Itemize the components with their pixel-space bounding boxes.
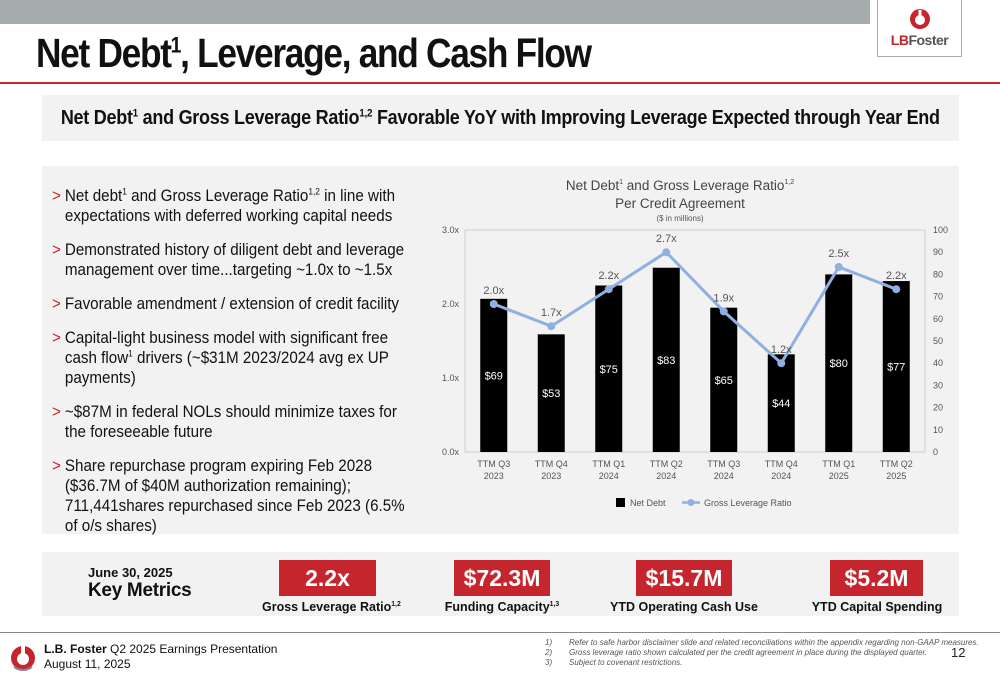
leverage-point — [719, 307, 728, 316]
right-axis-tick-label: 10 — [933, 425, 943, 435]
net-debt-bar — [825, 274, 853, 452]
leverage-data-label: 1.9x — [713, 292, 734, 304]
metrics-title: Key Metrics — [88, 580, 192, 601]
chart-subtitle: ($ in millions) — [656, 214, 703, 223]
chart-title: Net Debt1 and Gross Leverage Ratio1,2 — [566, 178, 794, 193]
footer-date: August 11, 2025 — [44, 657, 131, 671]
x-axis-tick-label: TTM Q1 2025 — [822, 459, 855, 481]
leverage-point — [834, 263, 843, 271]
right-axis-tick-label: 80 — [933, 269, 943, 279]
net-debt-data-label: $80 — [830, 358, 848, 370]
leverage-point — [547, 322, 556, 331]
page-number: 12 — [951, 645, 966, 660]
logo-mark-icon — [909, 9, 930, 29]
logo-text: LBFoster — [890, 32, 949, 48]
right-axis-tick-label: 60 — [933, 314, 943, 324]
net-debt-bar — [480, 298, 508, 452]
legend-net-debt-swatch — [616, 498, 625, 507]
legend-leverage-label: Gross Leverage Ratio — [704, 498, 792, 508]
net-debt-data-label: $75 — [600, 364, 618, 376]
net-debt-bar — [767, 354, 795, 452]
footnotes: 1) Refer to safe harbor disclaimer slide … — [545, 638, 979, 668]
metric-label-funding: Funding Capacity1,3 — [444, 600, 560, 614]
metric-label-leverage: Gross Leverage Ratio1,2 — [262, 600, 401, 614]
net-debt-data-label: $53 — [542, 388, 560, 400]
slide-subtitle: Net Debt1 and Gross Leverage Ratio1,2 Fa… — [61, 106, 940, 129]
leverage-point — [777, 359, 786, 368]
net-debt-bar — [537, 334, 565, 452]
net-debt-bar — [882, 281, 910, 452]
right-axis-tick-label: 50 — [933, 336, 943, 346]
net-debt-bar — [710, 307, 738, 452]
bullet-list: Net debt1 and Gross Leverage Ratio1,2 in… — [52, 186, 432, 550]
left-axis-tick-label: 2.0x — [442, 299, 460, 309]
chart-title-line2: Per Credit Agreement — [615, 196, 745, 211]
net-debt-data-label: $83 — [657, 355, 675, 367]
leverage-line — [493, 250, 897, 366]
metrics-date: June 30, 2025 — [88, 565, 173, 580]
metric-value-funding: $72.3M — [454, 560, 550, 596]
leverage-point — [892, 285, 901, 294]
footnote: 3) Subject to covenant restrictions. — [545, 658, 683, 667]
subtitle-band: Net Debt1 and Gross Leverage Ratio1,2 Fa… — [42, 95, 959, 141]
right-axis-tick-label: 40 — [933, 358, 943, 368]
left-axis-tick-label: 3.0x — [442, 225, 460, 235]
footer-company: L.B. Foster Q2 2025 Earnings Presentatio… — [44, 642, 278, 656]
leverage-point — [604, 285, 613, 294]
page-title: Net Debt1, Leverage, and Cash Flow — [36, 30, 592, 76]
bullet-item: Share repurchase program expiring Feb 20… — [52, 456, 420, 536]
top-bar — [0, 0, 870, 24]
x-axis-tick-label: TTM Q2 2024 — [650, 459, 683, 481]
metric-label-operating-cash: YTD Operating Cash Use — [610, 600, 758, 614]
net-debt-data-label: $44 — [772, 398, 790, 410]
leverage-data-label: 2.0x — [483, 285, 504, 297]
x-axis-tick-label: TTM Q4 2024 — [765, 459, 798, 481]
leverage-data-label: 1.2x — [771, 344, 792, 356]
leverage-point — [489, 300, 498, 308]
x-axis-tick-label: TTM Q2 2025 — [880, 459, 913, 481]
right-axis-tick-label: 70 — [933, 292, 943, 302]
title-divider — [0, 82, 1000, 84]
net-debt-bar — [595, 285, 623, 452]
bullet-item: ~$87M in federal NOLs should minimize ta… — [52, 402, 420, 442]
leverage-data-label: 2.2x — [886, 270, 907, 282]
bullet-item: Demonstrated history of diligent debt an… — [52, 240, 420, 280]
footer-logo-icon — [11, 644, 35, 671]
right-axis-tick-label: 0 — [933, 447, 938, 457]
legend-net-debt-label: Net Debt — [630, 498, 666, 508]
net-debt-data-label: $69 — [485, 370, 503, 382]
x-axis-tick-label: TTM Q4 2023 — [535, 459, 568, 481]
footnote: 2) Gross leverage ratio shown calculated … — [545, 648, 928, 657]
footnote: 1) Refer to safe harbor disclaimer slide … — [545, 638, 979, 647]
leverage-data-label: 2.7x — [656, 233, 677, 245]
x-axis-tick-label: TTM Q3 2024 — [707, 459, 740, 481]
right-axis-tick-label: 20 — [933, 403, 943, 413]
right-axis-tick-label: 100 — [933, 225, 948, 235]
bullet-item: Capital-light business model with signif… — [52, 328, 420, 388]
company-logo: LBFoster — [877, 0, 962, 57]
leverage-data-label: 1.7x — [541, 307, 562, 319]
net-debt-data-label: $65 — [715, 375, 733, 387]
x-axis-tick-label: TTM Q3 2023 — [477, 459, 510, 481]
net-debt-leverage-chart: Net Debt1 and Gross Leverage Ratio1,2 Pe… — [442, 178, 948, 508]
right-axis-tick-label: 90 — [933, 247, 943, 257]
leverage-data-label: 2.5x — [828, 248, 849, 260]
x-axis-tick-label: TTM Q1 2024 — [592, 459, 625, 481]
leverage-point — [662, 248, 671, 257]
metric-label-capital-spending: YTD Capital Spending — [811, 600, 943, 614]
metric-value-capital-spending: $5.2M — [830, 560, 923, 596]
bullet-item: Favorable amendment / extension of credi… — [52, 294, 420, 314]
left-axis-tick-label: 1.0x — [442, 373, 460, 383]
leverage-data-label: 2.2x — [598, 270, 619, 282]
plot-frame — [464, 229, 926, 453]
bullet-item: Net debt1 and Gross Leverage Ratio1,2 in… — [52, 186, 420, 226]
legend-leverage-marker — [687, 499, 695, 506]
metric-value-leverage: 2.2x — [279, 560, 376, 596]
right-axis-tick-label: 30 — [933, 380, 943, 390]
metric-value-operating-cash: $15.7M — [636, 560, 732, 596]
net-debt-bar — [652, 267, 680, 452]
net-debt-data-label: $77 — [887, 362, 905, 374]
left-axis-tick-label: 0.0x — [442, 447, 460, 457]
footer-divider — [0, 632, 1000, 633]
